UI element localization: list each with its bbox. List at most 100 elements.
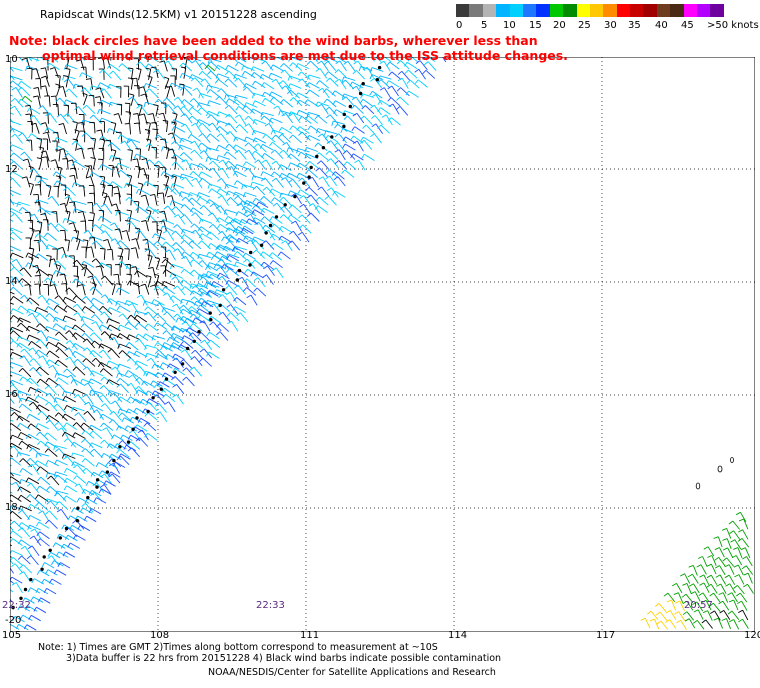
wind-barb (80, 316, 95, 322)
wind-barb (90, 297, 104, 305)
wind-barb (59, 202, 69, 215)
wind-barb (323, 60, 337, 71)
barb-shaft (167, 104, 176, 115)
wind-barb (161, 258, 175, 268)
barb-shaft (199, 196, 211, 204)
barb-shaft (108, 195, 113, 207)
barb-flag (138, 86, 144, 89)
barb-flag (145, 67, 151, 70)
barb-flag (314, 142, 319, 147)
barb-flag (349, 81, 353, 87)
barb-shaft (84, 266, 94, 276)
barb-flag (35, 521, 40, 527)
wind-barb (10, 315, 24, 323)
wind-barb (69, 174, 77, 187)
barb-shaft (143, 168, 148, 179)
barb-flag (77, 284, 83, 287)
barb-shaft (306, 146, 318, 152)
barb-shaft (411, 57, 418, 63)
barb-flag (179, 73, 183, 79)
wind-barb (118, 412, 132, 422)
wind-barb (10, 380, 15, 386)
wind-barb (182, 376, 195, 387)
wind-barb (304, 115, 319, 124)
barb-shaft (39, 366, 49, 376)
barb-shaft (45, 76, 50, 87)
wind-barb (117, 363, 131, 369)
barb-flag (73, 394, 79, 399)
wind-barb (288, 178, 301, 189)
wind-barb (71, 324, 86, 333)
barb-flag (181, 196, 186, 201)
barb-flag (70, 167, 76, 170)
barb-shaft (39, 339, 49, 349)
barb-flag (158, 220, 164, 223)
barb-flag (64, 347, 70, 351)
barb-shaft (135, 310, 148, 315)
barb-shaft (153, 335, 166, 340)
barb-flag (108, 419, 114, 424)
wind-barb (34, 201, 42, 213)
wind-barb (151, 146, 157, 159)
barb-flag (250, 66, 254, 72)
wind-barb (10, 499, 13, 503)
wind-barb (296, 148, 310, 154)
barb-shaft (111, 348, 120, 359)
wind-barb (197, 314, 211, 323)
barb-flag (133, 310, 137, 316)
wind-barb (143, 181, 157, 188)
barb-shaft (10, 409, 14, 412)
wind-barb (179, 152, 193, 161)
wind-barb (280, 69, 293, 80)
wind-barb (343, 161, 357, 170)
barb-flag (37, 295, 43, 299)
wind-barb (61, 253, 75, 260)
barb-shaft (84, 489, 95, 496)
barb-shaft (91, 202, 94, 214)
barb-flag (198, 171, 202, 177)
barb-flag (224, 94, 227, 100)
barb-flag (80, 323, 85, 328)
barb-flag (361, 153, 365, 159)
wind-barb (180, 349, 193, 360)
wind-barb (147, 266, 156, 279)
barb-shaft (301, 177, 311, 188)
barb-flag (46, 486, 51, 491)
barb-flag (74, 483, 80, 487)
wind-barb (233, 261, 248, 267)
barb-shaft (248, 115, 258, 125)
barb-shaft (245, 252, 256, 260)
barb-flag (100, 439, 105, 445)
wind-barb (45, 419, 58, 430)
barb-shaft (204, 339, 213, 351)
barb-shaft (191, 309, 202, 316)
wind-barb (149, 193, 158, 206)
barb-shaft (87, 411, 96, 421)
barb-flag (270, 171, 275, 177)
barb-shaft (254, 80, 266, 89)
wind-barb (188, 115, 202, 125)
barb-shaft (297, 92, 309, 99)
barb-flag (244, 167, 249, 172)
barb-shaft (418, 69, 426, 80)
barb-flag (106, 324, 111, 330)
barb-shaft (58, 150, 61, 162)
barb-shaft (254, 217, 266, 224)
wind-barb (251, 92, 266, 99)
barb-flag (145, 206, 149, 211)
barb-flag (316, 80, 320, 85)
barb-flag (184, 317, 188, 323)
barb-flag (16, 452, 19, 458)
barb-shaft (99, 108, 111, 115)
legend-label: >50 knots (707, 20, 759, 31)
barb-flag (45, 377, 50, 383)
barb-shaft (207, 299, 219, 305)
wind-barb (179, 62, 193, 72)
barb-flag (306, 135, 310, 141)
barb-shaft (10, 336, 14, 341)
barb-shaft (10, 75, 23, 81)
barb-shaft (253, 72, 265, 80)
barb-flag (16, 423, 21, 428)
wind-barb (36, 538, 50, 547)
wind-barb (124, 299, 139, 306)
